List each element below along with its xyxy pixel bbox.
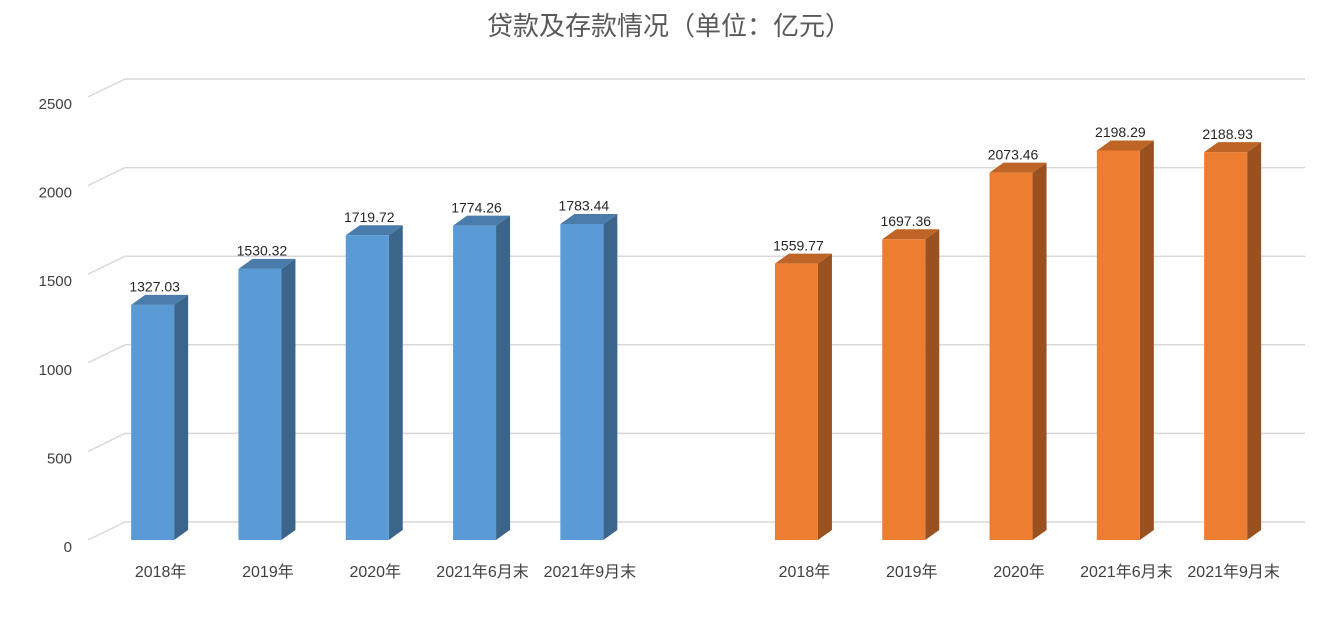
bar-front bbox=[238, 268, 282, 540]
bar-top bbox=[1096, 140, 1154, 151]
bar-front bbox=[882, 239, 926, 540]
bar bbox=[238, 258, 296, 540]
bar-side bbox=[281, 258, 296, 540]
bar-top bbox=[131, 294, 189, 305]
y-tick-label: 2500 bbox=[39, 96, 72, 113]
bar-front bbox=[774, 263, 818, 540]
bar-front bbox=[345, 235, 389, 540]
bar-front bbox=[1096, 150, 1140, 540]
data-label: 1327.03 bbox=[129, 279, 180, 295]
bar-side bbox=[925, 229, 940, 540]
data-label: 1783.44 bbox=[559, 198, 610, 214]
x-tick-label: 2020年 bbox=[349, 564, 402, 581]
y-tick-label: 1500 bbox=[39, 273, 72, 290]
bar-top bbox=[345, 225, 403, 236]
bar-side bbox=[1139, 140, 1154, 540]
y-tick-label: 1000 bbox=[39, 362, 72, 379]
bar-top bbox=[774, 253, 832, 264]
x-tick-label: 2019年 bbox=[885, 564, 938, 581]
bar-top bbox=[882, 229, 940, 240]
x-tick-label: 2018年 bbox=[778, 564, 831, 581]
bar-side bbox=[1247, 142, 1262, 541]
bar bbox=[989, 162, 1047, 540]
bar-front bbox=[1204, 152, 1248, 541]
data-label: 2073.46 bbox=[988, 146, 1039, 162]
bar bbox=[345, 225, 403, 540]
x-tick-label: 2020年 bbox=[993, 564, 1045, 581]
bar bbox=[453, 215, 511, 540]
bar-top bbox=[560, 213, 618, 224]
grid-line bbox=[87, 432, 126, 453]
grid-line bbox=[87, 166, 126, 187]
data-label: 2198.29 bbox=[1095, 124, 1146, 140]
x-tick-label: 2021年6月末 bbox=[1080, 564, 1173, 581]
grid-line bbox=[87, 521, 126, 541]
bar-top bbox=[238, 258, 296, 269]
bar bbox=[774, 253, 832, 540]
bar bbox=[882, 229, 940, 540]
bar-front bbox=[453, 225, 497, 540]
data-label: 1530.32 bbox=[237, 243, 288, 259]
y-tick-label: 500 bbox=[47, 450, 72, 467]
bar bbox=[131, 294, 189, 540]
chart-title: 贷款及存款情况（单位：亿元） bbox=[487, 11, 851, 41]
grid-line bbox=[87, 344, 126, 364]
bar-front bbox=[560, 223, 604, 540]
bar-side bbox=[496, 215, 511, 540]
y-tick-label: 2000 bbox=[39, 185, 72, 202]
grid-line bbox=[87, 78, 126, 98]
data-label: 1697.36 bbox=[880, 213, 931, 229]
data-label: 1559.77 bbox=[773, 237, 824, 253]
bar-side bbox=[388, 225, 403, 540]
data-label: 1719.72 bbox=[344, 209, 395, 225]
grid-line bbox=[87, 255, 126, 275]
bar bbox=[560, 213, 618, 540]
bar-side bbox=[174, 294, 189, 540]
data-label: 1774.26 bbox=[451, 199, 502, 215]
x-tick-label: 2021年6月末 bbox=[436, 564, 529, 581]
y-tick-label: 0 bbox=[64, 539, 72, 556]
bar-front bbox=[131, 304, 175, 540]
bar-side bbox=[817, 253, 832, 540]
bar-top bbox=[1204, 142, 1262, 153]
bar-side bbox=[1032, 162, 1047, 540]
bar-top bbox=[989, 162, 1047, 173]
x-tick-label: 2018年 bbox=[134, 564, 187, 581]
bar-top bbox=[453, 215, 511, 226]
data-label: 2188.93 bbox=[1202, 126, 1253, 142]
bar bbox=[1204, 142, 1262, 541]
bar-side bbox=[603, 213, 618, 540]
x-tick-label: 2021年9月末 bbox=[1187, 564, 1280, 581]
x-tick-label: 2021年9月末 bbox=[543, 564, 637, 581]
x-tick-label: 2019年 bbox=[242, 564, 294, 581]
bar bbox=[1096, 140, 1154, 540]
bar-front bbox=[989, 172, 1033, 540]
